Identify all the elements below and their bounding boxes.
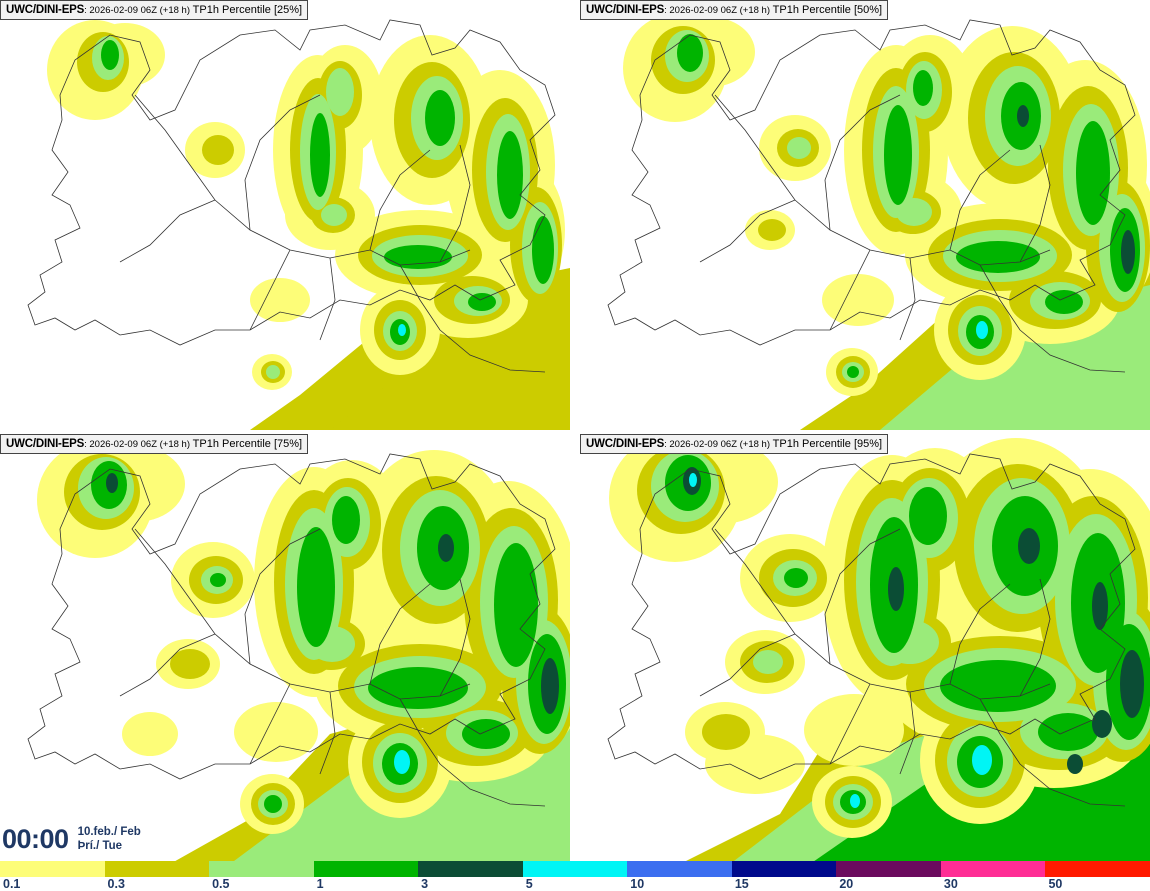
param-label: TP1h Percentile [50%] bbox=[772, 4, 883, 16]
panel-title-95: UWC/DINI-EPS: 2026-02-09 06Z (+18 h) TP1… bbox=[580, 434, 889, 454]
valid-time-clock: 00:00 bbox=[2, 824, 69, 854]
colorbar-tick: 50 bbox=[1048, 877, 1063, 891]
valid-date-block: 10.feb./ Feb Þrí./ Tue bbox=[78, 826, 141, 853]
precip-band-cyan-25 bbox=[398, 324, 406, 336]
panel-grid: UWC/DINI-EPS: 2026-02-09 06Z (+18 h) TP1… bbox=[0, 0, 1150, 864]
colorbar-tick: 15 bbox=[734, 877, 749, 891]
colorbar-band bbox=[418, 861, 523, 877]
panel-title-50: UWC/DINI-EPS: 2026-02-09 06Z (+18 h) TP1… bbox=[580, 0, 889, 20]
model-name: UWC/DINI-EPS bbox=[586, 438, 665, 450]
colorbar-tick: 30 bbox=[943, 877, 958, 891]
colorbar-band bbox=[940, 861, 1046, 877]
param-label: TP1h Percentile [95%] bbox=[772, 438, 883, 450]
run-time: : 2026-02-09 06Z (+18 h) bbox=[664, 439, 773, 450]
colorbar-tick-labels: 0.1 0.3 0.5 1 3 5 10 15 20 30 50 bbox=[0, 877, 1150, 891]
param-label: TP1h Percentile [75%] bbox=[192, 438, 303, 450]
map-canvas-95 bbox=[580, 434, 1150, 864]
map-canvas-25 bbox=[0, 0, 570, 430]
model-name: UWC/DINI-EPS bbox=[6, 4, 85, 16]
run-time: : 2026-02-09 06Z (+18 h) bbox=[84, 439, 193, 450]
colorbar-band bbox=[1045, 861, 1150, 877]
panel-title-25: UWC/DINI-EPS: 2026-02-09 06Z (+18 h) TP1… bbox=[0, 0, 309, 20]
valid-time-stamp: 00:00 10.feb./ Feb Þrí./ Tue bbox=[2, 826, 141, 853]
precip-band-cyan-75 bbox=[394, 750, 410, 774]
colorbar-band bbox=[0, 861, 105, 877]
panel-percentile-25[interactable]: UWC/DINI-EPS: 2026-02-09 06Z (+18 h) TP1… bbox=[0, 0, 570, 430]
param-label: TP1h Percentile [25%] bbox=[192, 4, 303, 16]
colorbar-tick: 20 bbox=[839, 877, 854, 891]
panel-percentile-75[interactable]: UWC/DINI-EPS: 2026-02-09 06Z (+18 h) TP1… bbox=[0, 434, 570, 864]
precip-contour-map-25 bbox=[0, 0, 570, 430]
panel-percentile-50[interactable]: UWC/DINI-EPS: 2026-02-09 06Z (+18 h) TP1… bbox=[580, 0, 1150, 430]
coastline-50 bbox=[607, 19, 1136, 373]
panel-title-75: UWC/DINI-EPS: 2026-02-09 06Z (+18 h) TP1… bbox=[0, 434, 309, 454]
model-name: UWC/DINI-EPS bbox=[586, 4, 665, 16]
coastline-95 bbox=[607, 453, 1136, 807]
colorbar-band bbox=[731, 861, 837, 877]
colorbar-band bbox=[522, 861, 628, 877]
precip-contour-map-75 bbox=[0, 434, 570, 864]
colorbar-band bbox=[836, 861, 941, 877]
map-canvas-75 bbox=[0, 434, 570, 864]
precip-band-darkgreen-75 bbox=[106, 473, 559, 714]
valid-weekday: Þrí./ Tue bbox=[77, 839, 123, 852]
precip-band-darkgreen-95 bbox=[683, 467, 1144, 774]
coastline-25 bbox=[27, 19, 556, 373]
colorbar-band bbox=[313, 861, 419, 877]
precip-band-cyan-95 bbox=[689, 473, 992, 808]
colorbar-tick: 0.5 bbox=[212, 877, 230, 891]
colorbar-bands bbox=[0, 861, 1150, 877]
valid-date: 10.feb./ Feb bbox=[77, 826, 141, 838]
colorbar-band bbox=[627, 861, 732, 877]
run-time: : 2026-02-09 06Z (+18 h) bbox=[664, 5, 773, 16]
map-canvas-50 bbox=[580, 0, 1150, 430]
colorbar-tick: 5 bbox=[525, 877, 533, 891]
colorbar-tick: 3 bbox=[421, 877, 429, 891]
colorbar-tick: 1 bbox=[316, 877, 324, 891]
colorbar-band bbox=[104, 861, 210, 877]
colorbar-tick: 10 bbox=[630, 877, 645, 891]
colorbar: 0.1 0.3 0.5 1 3 5 10 15 20 30 50 bbox=[0, 861, 1150, 891]
precip-contour-map-50 bbox=[580, 0, 1150, 430]
precip-band-darkgreen-50 bbox=[1017, 105, 1135, 274]
precip-band-green-25 bbox=[101, 40, 554, 345]
precip-band-cyan-50 bbox=[976, 321, 988, 339]
panel-percentile-95[interactable]: UWC/DINI-EPS: 2026-02-09 06Z (+18 h) TP1… bbox=[580, 434, 1150, 864]
precip-contour-map-95 bbox=[580, 434, 1150, 864]
colorbar-tick: 0.3 bbox=[107, 877, 125, 891]
coastline-75 bbox=[27, 453, 556, 807]
colorbar-band bbox=[209, 861, 314, 877]
model-name: UWC/DINI-EPS bbox=[6, 438, 85, 450]
colorbar-tick: 0.1 bbox=[3, 877, 21, 891]
run-time: : 2026-02-09 06Z (+18 h) bbox=[84, 5, 193, 16]
